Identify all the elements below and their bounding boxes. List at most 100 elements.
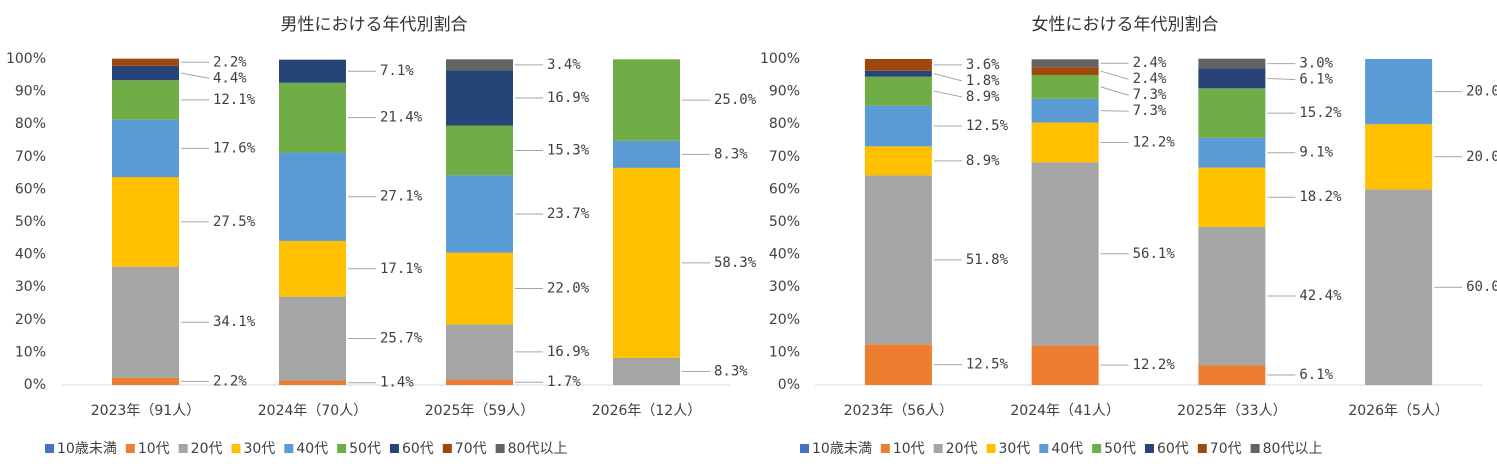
x-tick-label: 2025年（33人） bbox=[1177, 403, 1286, 419]
bar-segment bbox=[446, 252, 513, 325]
bar-segment bbox=[864, 344, 932, 385]
data-label: 22.0% bbox=[547, 281, 590, 297]
chart-title: 女性における年代別割合 bbox=[1032, 15, 1219, 35]
y-tick-label: 10% bbox=[769, 344, 800, 360]
bar-segment bbox=[1198, 226, 1266, 366]
leader-line bbox=[1100, 70, 1129, 80]
data-label: 12.5% bbox=[966, 357, 1009, 373]
legend-swatch bbox=[880, 444, 890, 453]
bar-segment bbox=[112, 177, 179, 267]
data-label: 6.1% bbox=[1299, 72, 1333, 88]
data-label: 2.4% bbox=[1133, 55, 1167, 71]
bar-segment bbox=[279, 59, 346, 83]
data-label: 1.4% bbox=[380, 375, 414, 391]
data-label: 51.8% bbox=[966, 252, 1009, 268]
y-tick-label: 40% bbox=[15, 247, 46, 263]
bar-segment bbox=[864, 70, 932, 77]
y-tick-label: 0% bbox=[24, 377, 46, 393]
bar-segment bbox=[446, 379, 513, 385]
bar-segment bbox=[279, 240, 346, 297]
legend-swatch bbox=[1250, 444, 1260, 453]
bar-segment bbox=[1365, 124, 1433, 190]
y-tick-label: 100% bbox=[760, 51, 800, 67]
data-label: 60.0% bbox=[1466, 279, 1497, 295]
legend-label: 80代以上 bbox=[508, 441, 568, 457]
bar-segment bbox=[279, 152, 346, 241]
leader-line bbox=[1100, 86, 1129, 96]
data-label: 12.2% bbox=[1133, 357, 1176, 373]
data-label: 27.1% bbox=[380, 189, 423, 205]
data-label: 18.2% bbox=[1299, 189, 1342, 205]
legend-swatch bbox=[495, 444, 505, 453]
legend-swatch bbox=[1092, 444, 1102, 453]
y-tick-label: 70% bbox=[15, 149, 46, 165]
bar-segment bbox=[112, 377, 179, 385]
data-label: 8.3% bbox=[714, 146, 748, 162]
legend-label: 20代 bbox=[946, 441, 978, 457]
legend-label: 60代 bbox=[1157, 441, 1189, 457]
data-label: 56.1% bbox=[1133, 246, 1176, 262]
data-label: 8.3% bbox=[714, 363, 748, 379]
data-label: 20.0% bbox=[1466, 149, 1497, 165]
data-label: 17.1% bbox=[380, 261, 423, 277]
data-label: 2.4% bbox=[1133, 71, 1167, 87]
data-label: 16.9% bbox=[547, 90, 590, 106]
bar-segment bbox=[446, 70, 513, 126]
legend-label: 50代 bbox=[1104, 441, 1136, 457]
y-tick-label: 60% bbox=[15, 181, 46, 197]
legend-swatch bbox=[1039, 444, 1049, 453]
legend-label: 40代 bbox=[1051, 441, 1083, 457]
x-tick-label: 2024年（41人） bbox=[1010, 403, 1119, 419]
data-label: 2.2% bbox=[213, 54, 247, 70]
bar-segment bbox=[1031, 59, 1099, 68]
bar-segment bbox=[112, 65, 179, 81]
legend-swatch bbox=[125, 444, 135, 453]
data-label: 25.0% bbox=[714, 92, 757, 108]
bar-segment bbox=[1031, 345, 1099, 385]
data-label: 8.9% bbox=[966, 89, 1000, 105]
legend-label: 70代 bbox=[1210, 441, 1242, 457]
legend-label: 60代 bbox=[402, 441, 434, 457]
x-tick-label: 2026年（12人） bbox=[592, 403, 701, 419]
data-label: 3.6% bbox=[966, 57, 1000, 73]
legend-label: 30代 bbox=[243, 441, 275, 457]
legend-label: 20代 bbox=[191, 441, 223, 457]
y-tick-label: 80% bbox=[769, 116, 800, 132]
y-tick-label: 40% bbox=[769, 247, 800, 263]
legend-label: 70代 bbox=[455, 441, 487, 457]
data-label: 3.0% bbox=[1299, 56, 1333, 72]
data-label: 17.6% bbox=[213, 140, 256, 156]
leader-line bbox=[180, 72, 210, 79]
legend-swatch bbox=[284, 444, 294, 453]
bar-segment bbox=[613, 59, 680, 141]
legend-swatch bbox=[1144, 444, 1154, 453]
bar-segment bbox=[446, 324, 513, 380]
bar-segment bbox=[613, 140, 680, 168]
data-label: 12.2% bbox=[1133, 134, 1176, 150]
bar-segment bbox=[446, 59, 513, 71]
y-tick-label: 100% bbox=[6, 51, 46, 67]
bar-segment bbox=[112, 80, 179, 120]
y-tick-label: 90% bbox=[769, 84, 800, 100]
legend-label: 10代 bbox=[138, 441, 170, 457]
data-label: 16.9% bbox=[547, 344, 590, 360]
bar-segment bbox=[613, 167, 680, 358]
y-tick-label: 10% bbox=[15, 344, 46, 360]
legend-swatch bbox=[986, 444, 996, 453]
data-label: 7.3% bbox=[1133, 87, 1167, 103]
y-tick-label: 50% bbox=[769, 214, 800, 230]
legend-label: 10歳未満 bbox=[812, 441, 872, 457]
data-label: 6.1% bbox=[1299, 367, 1333, 383]
data-label: 1.8% bbox=[966, 73, 1000, 89]
x-tick-label: 2026年（5人） bbox=[1348, 403, 1449, 419]
leader-line bbox=[933, 90, 962, 98]
bar-segment bbox=[1031, 67, 1099, 75]
legend-swatch bbox=[45, 444, 54, 453]
leader-line bbox=[1100, 110, 1129, 112]
bar-segment bbox=[279, 380, 346, 385]
data-label: 15.2% bbox=[1299, 105, 1342, 121]
data-label: 21.4% bbox=[380, 110, 423, 126]
bar-segment bbox=[1031, 74, 1099, 99]
data-label: 27.5% bbox=[213, 214, 256, 230]
